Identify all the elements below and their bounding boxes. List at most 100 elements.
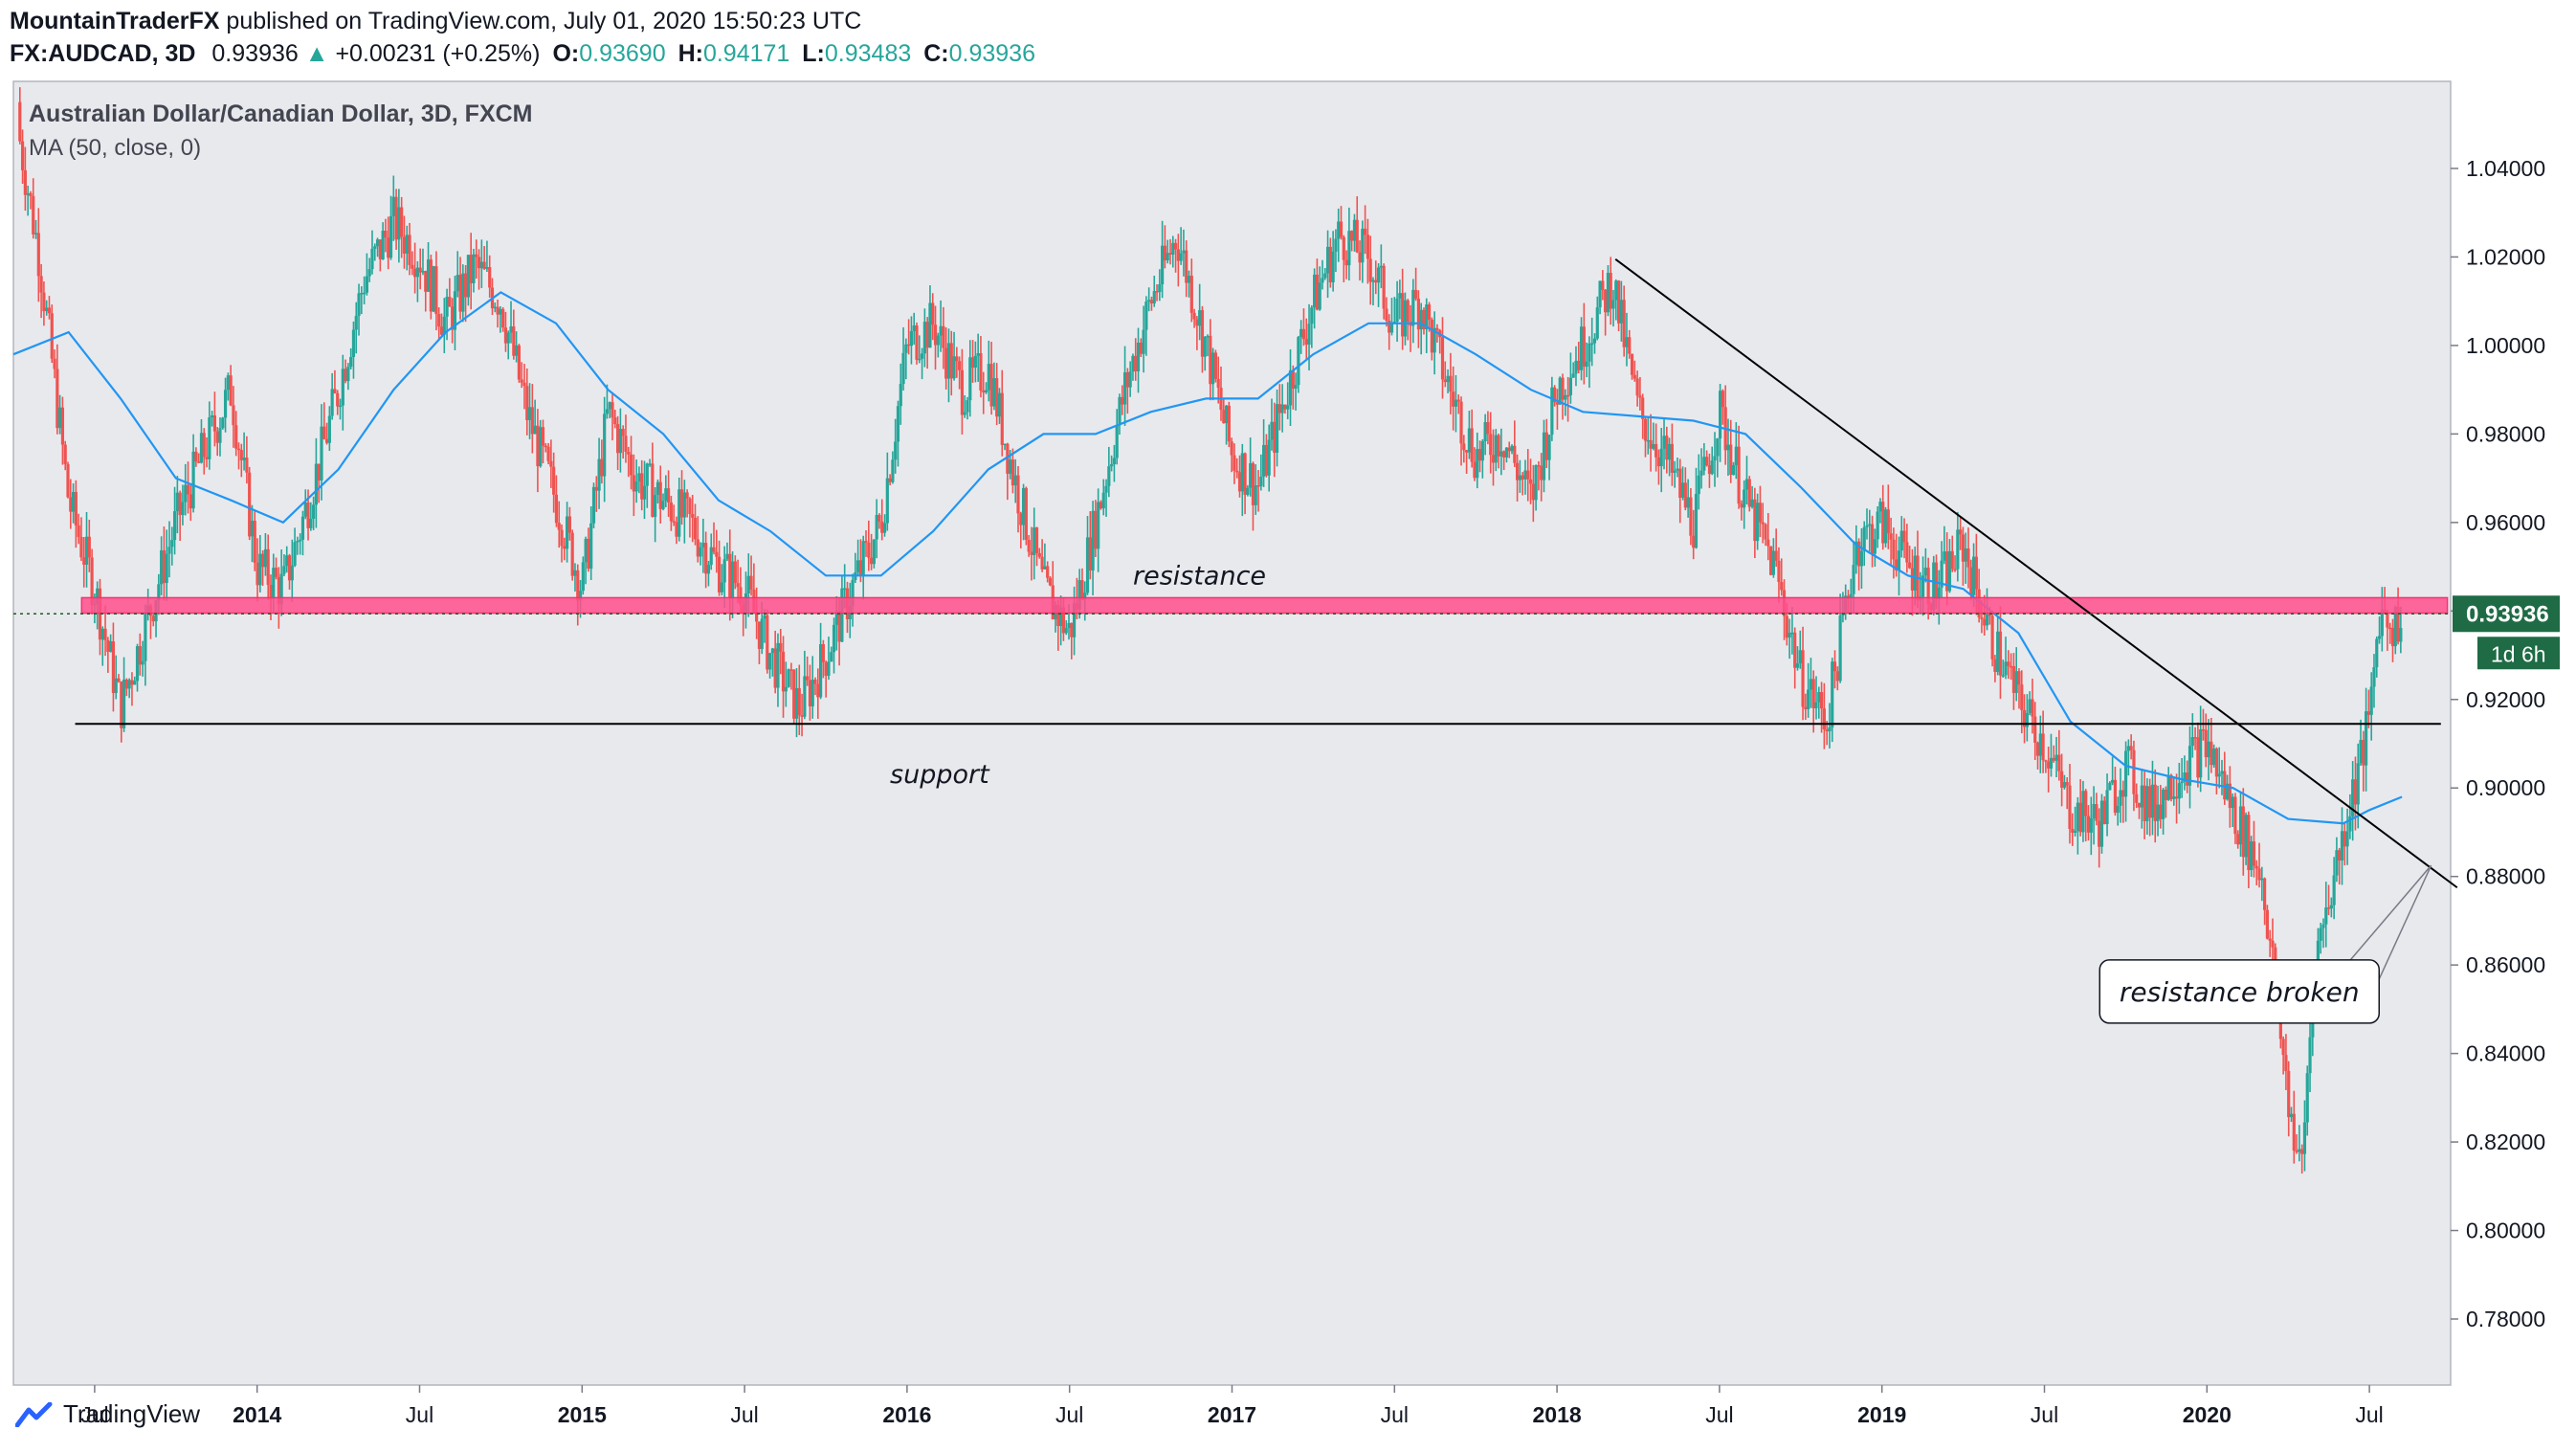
candle-body bbox=[794, 687, 799, 719]
candle-body bbox=[429, 259, 433, 312]
candle-body bbox=[375, 239, 380, 247]
candle-body bbox=[1056, 605, 1060, 627]
candle-body bbox=[1443, 379, 1447, 383]
symbol-label[interactable]: FX:AUDCAD, 3D bbox=[10, 40, 196, 67]
candle-body bbox=[336, 392, 340, 407]
candle-body bbox=[2207, 741, 2210, 758]
candle-body bbox=[1780, 582, 1784, 591]
candle-body bbox=[2289, 1113, 2294, 1118]
candle-body bbox=[2388, 627, 2392, 630]
candle-body bbox=[184, 484, 188, 503]
candle-body bbox=[587, 538, 590, 570]
candle-body bbox=[1801, 650, 1805, 707]
time-axis[interactable]: Jul 2014 Jul 2015 Jul 2016 Jul 2017 Jul 2018 Jul 20… bbox=[80, 1385, 2384, 1427]
candle-body bbox=[426, 259, 431, 292]
candle-body bbox=[1635, 378, 1639, 396]
candle-body bbox=[1310, 307, 1314, 324]
candle-body bbox=[499, 308, 502, 315]
candle-body bbox=[2145, 786, 2149, 821]
candle-body bbox=[1689, 497, 1693, 536]
candle-body bbox=[1721, 391, 1724, 408]
candle-body bbox=[432, 266, 435, 312]
candle-body bbox=[135, 646, 140, 682]
candle-body bbox=[1849, 593, 1853, 597]
candle-body bbox=[1313, 274, 1317, 308]
candle-body bbox=[803, 676, 807, 717]
candle-body bbox=[1585, 361, 1588, 368]
candle-body bbox=[2065, 782, 2069, 786]
candle-body bbox=[1905, 542, 1909, 563]
candle-body bbox=[909, 330, 914, 346]
candle-body bbox=[1067, 622, 1071, 629]
candle-body bbox=[827, 661, 831, 676]
candle-body bbox=[1195, 319, 1199, 326]
candle-body bbox=[952, 356, 956, 379]
candle-body bbox=[1422, 309, 1426, 330]
candle-body bbox=[1683, 482, 1687, 508]
candle-body bbox=[1467, 428, 1471, 453]
candle-body bbox=[2343, 831, 2346, 847]
candle-body bbox=[1694, 494, 1699, 548]
candle-body bbox=[1115, 425, 1119, 458]
candle-body bbox=[1301, 328, 1306, 340]
candle-body bbox=[1798, 650, 1802, 664]
candle-body bbox=[1809, 679, 1813, 690]
last-price: 0.93936 bbox=[211, 40, 299, 67]
candle-body bbox=[939, 325, 943, 336]
candle-body bbox=[1368, 258, 1372, 282]
candle-body bbox=[1110, 464, 1114, 467]
tradingview-logo-icon[interactable] bbox=[15, 1401, 54, 1427]
candle-body bbox=[717, 556, 722, 592]
candle-body bbox=[1854, 541, 1858, 566]
candle-body bbox=[1395, 298, 1399, 323]
candle-body bbox=[253, 521, 256, 563]
candle-body bbox=[1104, 485, 1108, 493]
candle-body bbox=[733, 561, 737, 584]
candle-body bbox=[1625, 337, 1629, 347]
candle-body bbox=[2375, 638, 2379, 668]
candle-body bbox=[2038, 733, 2042, 756]
candle-body bbox=[1134, 355, 1138, 371]
candle-body bbox=[760, 618, 764, 649]
candle-body bbox=[987, 364, 990, 391]
candle-body bbox=[1173, 242, 1178, 250]
y-tick-label: 0.96000 bbox=[2466, 510, 2545, 535]
candle-body bbox=[2308, 1037, 2312, 1074]
candle-body bbox=[221, 417, 225, 429]
author-name[interactable]: MountainTraderFX bbox=[10, 8, 220, 34]
candle-body bbox=[1251, 463, 1255, 505]
y-tick-label: 0.78000 bbox=[2466, 1307, 2545, 1331]
candle-body bbox=[1480, 441, 1484, 461]
x-tick-label: 2018 bbox=[1533, 1402, 1582, 1427]
candle-body bbox=[693, 517, 698, 540]
candle-body bbox=[2186, 772, 2189, 786]
x-tick-label: Jul bbox=[730, 1402, 758, 1427]
candle-body bbox=[843, 588, 847, 591]
candle-body bbox=[2143, 785, 2146, 821]
tradingview-brand[interactable]: TradingView bbox=[63, 1399, 201, 1428]
candle-body bbox=[208, 417, 211, 459]
candle-body bbox=[1414, 289, 1418, 299]
annotation-callout[interactable]: resistance broken bbox=[2099, 864, 2432, 1024]
candle-body bbox=[236, 448, 241, 451]
candle-body bbox=[963, 412, 966, 415]
resistance-zone[interactable] bbox=[80, 596, 2449, 615]
candle-body bbox=[1227, 405, 1231, 442]
candle-body bbox=[1299, 328, 1303, 338]
close-value: 0.93936 bbox=[948, 40, 1035, 67]
candle-body bbox=[18, 101, 22, 142]
candle-body bbox=[1831, 661, 1834, 727]
trend-line[interactable] bbox=[1614, 257, 2458, 889]
candle-body bbox=[212, 415, 217, 432]
candle-body bbox=[300, 516, 305, 540]
candle-body bbox=[1083, 592, 1087, 600]
candle-body bbox=[2228, 783, 2232, 809]
candle-body bbox=[2326, 907, 2331, 909]
candle-body bbox=[800, 715, 804, 717]
price-axis[interactable]: 1.040001.020001.000000.980000.960000.940… bbox=[2451, 156, 2545, 1331]
candle-body bbox=[167, 547, 171, 554]
candle-body bbox=[1553, 387, 1557, 403]
y-tick-label: 0.88000 bbox=[2466, 864, 2545, 889]
candle-body bbox=[2014, 671, 2018, 693]
